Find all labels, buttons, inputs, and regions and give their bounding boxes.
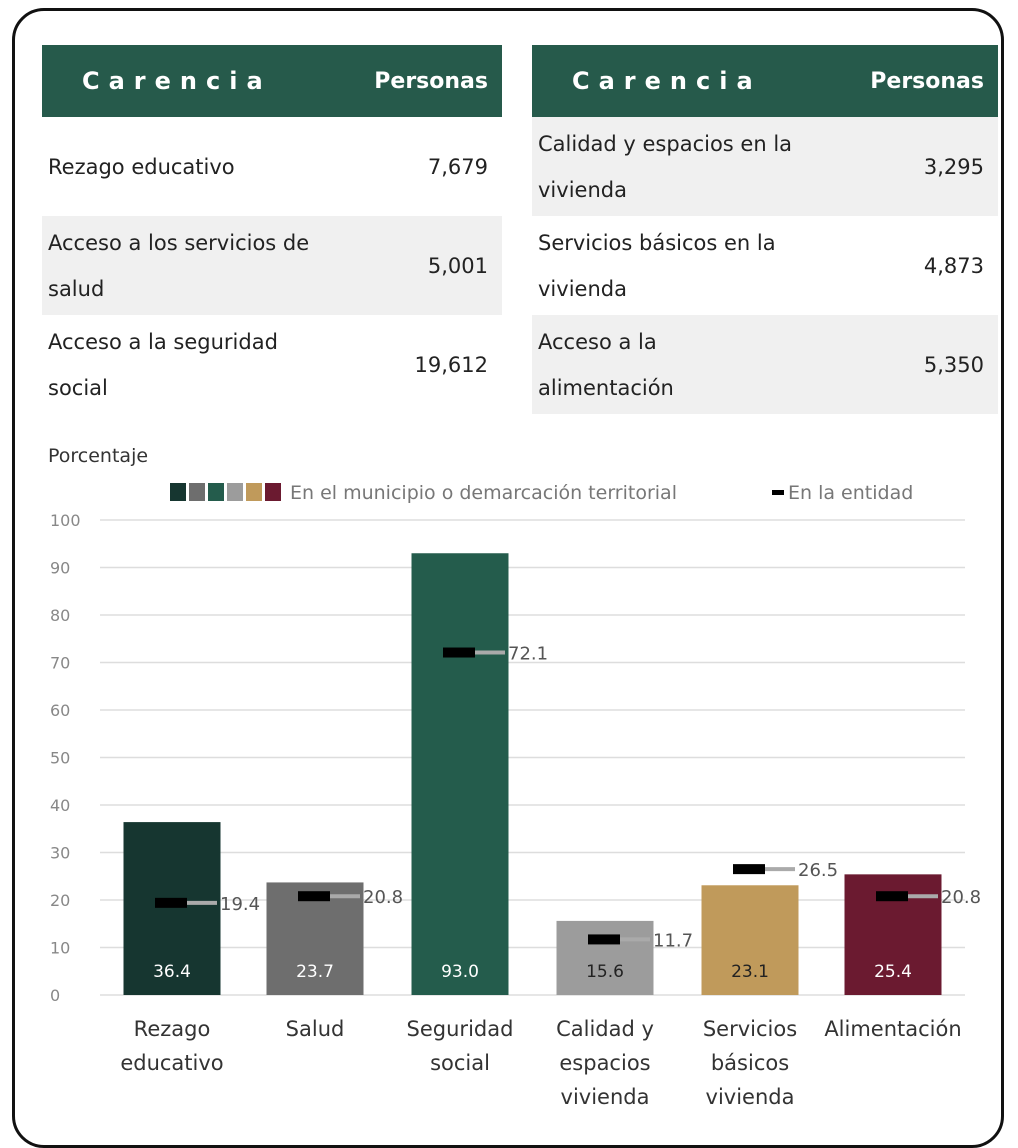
table-row: Rezago educativo 7,679 bbox=[42, 117, 502, 216]
entity-marker bbox=[155, 897, 187, 908]
cell: Rezago educativo bbox=[48, 154, 235, 179]
bar-value-label: 25.4 bbox=[874, 962, 912, 982]
cell: Acceso a la alimentación bbox=[538, 329, 674, 400]
entity-value-label: 20.8 bbox=[363, 887, 403, 908]
entity-value-label: 11.7 bbox=[653, 930, 693, 951]
bar bbox=[411, 553, 509, 995]
entity-value-label: 19.4 bbox=[220, 894, 260, 915]
bar-value-label: 15.6 bbox=[586, 962, 624, 982]
legend-label: En la entidad bbox=[788, 482, 913, 504]
table-row: Acceso a la seguridad social 19,612 bbox=[42, 315, 502, 414]
entity-value-label: 26.5 bbox=[798, 860, 838, 881]
y-tick-label: 100 bbox=[50, 511, 81, 530]
legend-swatch bbox=[227, 483, 243, 501]
x-tick-label: Calidad y espacios vivienda bbox=[556, 1017, 654, 1109]
x-tick-label: Rezago educativo bbox=[120, 1017, 224, 1075]
legend-swatch bbox=[208, 483, 224, 501]
legend-swatch bbox=[189, 483, 205, 501]
bar-value-label: 93.0 bbox=[441, 962, 479, 982]
y-tick-label: 10 bbox=[50, 939, 70, 958]
legend-swatch bbox=[170, 483, 186, 501]
table-row: Acceso a los servicios de salud 5,001 bbox=[42, 216, 502, 315]
table: Carencia Personas Rezago educativo 7,679 Acc… bbox=[42, 45, 502, 414]
entity-marker bbox=[443, 647, 475, 658]
cell: 3,295 bbox=[923, 154, 984, 179]
y-tick-label: 50 bbox=[50, 749, 70, 768]
legend-label: En el municipio o demarcación territoria… bbox=[290, 482, 677, 504]
cell: 5,350 bbox=[923, 352, 984, 377]
y-tick-label: 40 bbox=[50, 796, 70, 815]
bar-value-label: 23.7 bbox=[296, 962, 334, 982]
y-tick-label: 20 bbox=[50, 891, 70, 910]
entity-value-label: 20.8 bbox=[941, 887, 981, 908]
y-tick-label: 70 bbox=[50, 654, 70, 673]
table-row: Servicios básicos en la vivienda 4,873 bbox=[532, 216, 998, 315]
bar-value-label: 36.4 bbox=[153, 962, 191, 982]
cell: 5,001 bbox=[427, 253, 488, 278]
y-tick-label: 60 bbox=[50, 701, 70, 720]
page: {"table_left":{"header":["Carencia","Per… bbox=[12, 8, 1004, 1148]
chart: Porcentaje 0 10 20 30 40 50 60 70 80 90 100 En el m… bbox=[48, 445, 981, 1005]
cell: 19,612 bbox=[414, 352, 488, 377]
bar bbox=[556, 920, 654, 995]
cell: 4,873 bbox=[923, 253, 984, 278]
cell: Calidad y espacios en la vivienda bbox=[538, 131, 793, 202]
table-row: Acceso a la alimentación 5,350 bbox=[532, 315, 998, 414]
legend-swatch bbox=[772, 490, 784, 495]
legend-swatch bbox=[265, 483, 281, 501]
x-tick-label: Salud bbox=[285, 1017, 345, 1041]
y-axis-label: Porcentaje bbox=[48, 445, 148, 467]
table-header: Carencia Personas bbox=[532, 45, 998, 117]
header-cell: Carencia bbox=[82, 67, 272, 95]
header-cell: Carencia bbox=[572, 67, 762, 95]
table-header: Carencia Personas bbox=[42, 45, 502, 117]
bar bbox=[123, 822, 221, 995]
entity-marker bbox=[298, 891, 330, 902]
entity-marker bbox=[876, 891, 908, 902]
entity-marker bbox=[733, 864, 765, 875]
y-tick-label: 30 bbox=[50, 844, 70, 863]
header-cell: Personas bbox=[374, 69, 488, 94]
cell: Acceso a los servicios de salud bbox=[48, 230, 310, 301]
table: Carencia Personas Calidad y espacios en la… bbox=[532, 45, 998, 414]
cell: 7,679 bbox=[427, 154, 488, 179]
bar bbox=[701, 885, 799, 995]
y-tick-label: 0 bbox=[50, 986, 60, 1005]
legend-swatch bbox=[246, 483, 262, 501]
x-tick-label: Seguridad social bbox=[406, 1017, 514, 1075]
table-row: Calidad y espacios en la vivienda 3,295 bbox=[532, 117, 998, 216]
entity-marker bbox=[588, 934, 620, 945]
bar-value-label: 23.1 bbox=[731, 962, 769, 982]
entity-value-label: 72.1 bbox=[508, 644, 548, 665]
header-cell: Personas bbox=[870, 69, 984, 94]
x-tick-label: Alimentación bbox=[824, 1017, 962, 1041]
y-tick-label: 90 bbox=[50, 559, 70, 578]
cell: Acceso a la seguridad social bbox=[48, 329, 278, 400]
x-tick-label: Servicios básicos vivienda bbox=[702, 1017, 798, 1109]
y-tick-label: 80 bbox=[50, 606, 70, 625]
cell: Servicios básicos en la vivienda bbox=[538, 230, 776, 301]
